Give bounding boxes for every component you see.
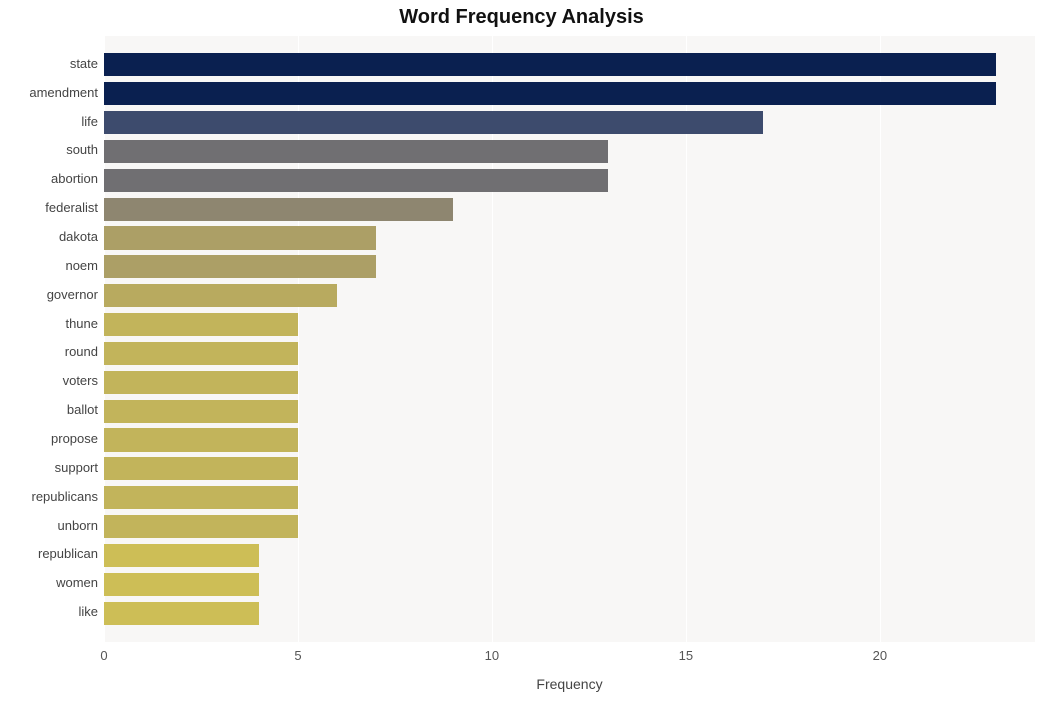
bar <box>104 111 763 134</box>
bar <box>104 602 259 625</box>
y-tick-label: voters <box>63 373 98 388</box>
chart-title: Word Frequency Analysis <box>0 6 1043 29</box>
bar <box>104 284 337 307</box>
y-tick-label: like <box>78 604 98 619</box>
y-tick-label: ballot <box>67 402 98 417</box>
x-tick: 20 <box>873 642 887 663</box>
bar <box>104 140 608 163</box>
bar <box>104 255 376 278</box>
x-tick: 0 <box>100 642 107 663</box>
y-tick-label: round <box>65 344 98 359</box>
y-tick-label: republicans <box>32 489 99 504</box>
plot-area: 05101520Frequency <box>104 36 1035 642</box>
bar <box>104 342 298 365</box>
y-tick-label: unborn <box>58 518 98 533</box>
bar <box>104 53 996 76</box>
bar <box>104 544 259 567</box>
x-tick: 5 <box>294 642 301 663</box>
chart-container: Word Frequency Analysis 05101520Frequenc… <box>0 0 1043 701</box>
y-tick-label: propose <box>51 431 98 446</box>
bar <box>104 371 298 394</box>
bar <box>104 428 298 451</box>
y-tick-label: governor <box>47 287 98 302</box>
bar <box>104 226 376 249</box>
bar <box>104 82 996 105</box>
y-tick-label: amendment <box>29 85 98 100</box>
y-tick-label: life <box>81 114 98 129</box>
bar <box>104 486 298 509</box>
y-tick-label: abortion <box>51 171 98 186</box>
y-tick-label: noem <box>65 258 98 273</box>
y-tick-label: state <box>70 56 98 71</box>
bar <box>104 573 259 596</box>
grid-line <box>880 36 881 642</box>
y-tick-label: women <box>56 575 98 590</box>
bar <box>104 169 608 192</box>
bar <box>104 515 298 538</box>
bar <box>104 457 298 480</box>
y-tick-label: dakota <box>59 229 98 244</box>
bar <box>104 400 298 423</box>
x-axis-label: Frequency <box>536 676 602 692</box>
bar <box>104 198 453 221</box>
bar <box>104 313 298 336</box>
x-tick: 15 <box>679 642 693 663</box>
y-tick-label: south <box>66 142 98 157</box>
y-tick-label: republican <box>38 546 98 561</box>
y-tick-label: thune <box>65 316 98 331</box>
x-tick: 10 <box>485 642 499 663</box>
y-tick-label: support <box>55 460 98 475</box>
y-tick-label: federalist <box>45 200 98 215</box>
